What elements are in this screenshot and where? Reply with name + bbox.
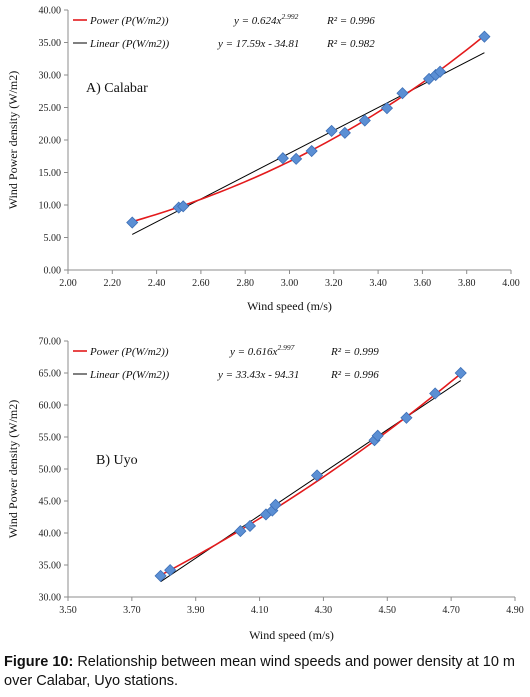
chart-uyo: 3.50 3.70 3.90 4.10 4.30 4.50 4.70 4.90 30.00 35.… <box>6 337 524 643</box>
fit-equation: y = 0.616x2.997 <box>229 343 295 358</box>
x-tick-label: 4.00 <box>502 278 520 289</box>
x-tick-label: 3.20 <box>325 278 343 289</box>
y-tick-label: 40.00 <box>39 6 62 17</box>
caption-text: Relationship between mean wind speeds an… <box>4 654 516 689</box>
fit-equation-exponent: 2.992 <box>281 12 298 21</box>
data-point <box>396 87 409 100</box>
x-tick-label: 3.00 <box>281 278 299 289</box>
legend-entry: Linear (P(W/m2)) <box>89 38 169 50</box>
legend-entry: Linear (P(W/m2)) <box>89 369 169 381</box>
y-tick-label: 30.00 <box>39 71 62 82</box>
x-tick-label: 4.50 <box>379 605 397 616</box>
data-point <box>177 200 190 213</box>
x-tick-label: 3.40 <box>369 278 387 289</box>
x-tick-label: 3.50 <box>59 605 77 616</box>
y-tick-label: 10.00 <box>39 201 62 212</box>
x-axis-label: Wind speed (m/s) <box>249 628 334 642</box>
y-tick-label: 65.00 <box>39 369 62 380</box>
data-point <box>290 152 303 165</box>
x-tick-label: 3.60 <box>414 278 432 289</box>
data-point <box>434 65 447 78</box>
y-tick-label: 45.00 <box>39 497 62 508</box>
x-tick-label: 4.90 <box>506 605 524 616</box>
x-tick-label: 3.90 <box>187 605 205 616</box>
data-point <box>269 498 282 511</box>
data-point <box>338 126 351 139</box>
y-tick-label: 35.00 <box>39 561 62 572</box>
data-point <box>126 216 139 229</box>
x-tick-label: 2.80 <box>236 278 254 289</box>
data-point <box>371 429 384 442</box>
y-tick-label: 25.00 <box>39 103 62 114</box>
linear-trendline <box>132 52 485 235</box>
y-tick-label: 60.00 <box>39 401 62 412</box>
x-tick-label: 2.20 <box>104 278 122 289</box>
caption-label: Figure 10: <box>4 654 74 670</box>
y-axis-label: Wind Power density (W/m2) <box>6 71 20 210</box>
power-trendline <box>132 35 485 223</box>
y-tick-label: 55.00 <box>39 433 62 444</box>
chart-calabar: 2.00 2.20 2.40 2.60 2.80 3.00 3.20 3.40 3.60 3.80… <box>6 6 520 314</box>
x-tick-label: 2.00 <box>59 278 77 289</box>
data-point <box>305 144 318 158</box>
figure-caption: Figure 10: Relationship between mean win… <box>4 653 526 691</box>
panel-label: A) Calabar <box>86 81 148 96</box>
data-point <box>310 469 324 482</box>
fit-equation: y = 17.59x - 34.81 <box>217 38 299 50</box>
y-tick-label: 15.00 <box>39 168 62 179</box>
x-tick-label: 4.70 <box>442 605 460 616</box>
data-point <box>478 30 491 43</box>
data-point <box>234 525 247 538</box>
fit-r-squared: R² = 0.999 <box>330 346 379 358</box>
legend-entry: Power (P(W/m2)) <box>89 15 169 27</box>
fit-equation: y = 33.43x - 94.31 <box>217 369 299 381</box>
fit-equation: y = 0.624x2.992 <box>233 12 299 27</box>
x-tick-label: 2.60 <box>192 278 210 289</box>
data-point <box>380 102 394 115</box>
y-tick-label: 40.00 <box>39 529 62 540</box>
panel-label: B) Uyo <box>96 453 138 468</box>
fit-r-squared: R² = 0.996 <box>330 369 379 381</box>
fit-equation-exponent: 2.997 <box>277 343 294 352</box>
x-tick-label: 2.40 <box>148 278 166 289</box>
fit-r-squared: R² = 0.982 <box>326 38 375 50</box>
y-tick-label: 70.00 <box>39 337 62 348</box>
data-point <box>276 152 289 165</box>
x-tick-label: 4.30 <box>315 605 333 616</box>
legend-entry: Power (P(W/m2)) <box>89 346 169 358</box>
data-point <box>164 564 177 577</box>
data-point <box>358 114 371 127</box>
y-tick-label: 50.00 <box>39 465 62 476</box>
y-tick-label: 20.00 <box>39 136 62 147</box>
data-point <box>454 366 467 380</box>
y-tick-label: 5.00 <box>44 233 62 244</box>
x-tick-label: 4.10 <box>251 605 269 616</box>
data-point <box>243 519 257 533</box>
data-point <box>400 411 413 424</box>
y-axis-label: Wind Power density (W/m2) <box>6 400 20 539</box>
data-point <box>325 124 338 137</box>
x-tick-label: 3.70 <box>123 605 141 616</box>
data-point <box>154 569 167 582</box>
x-tick-label: 3.80 <box>458 278 476 289</box>
power-trendline <box>160 373 462 576</box>
y-tick-label: 35.00 <box>39 38 62 49</box>
data-point <box>429 387 442 400</box>
y-tick-label: 30.00 <box>39 593 62 604</box>
y-tick-label: 0.00 <box>44 266 62 277</box>
x-axis-label: Wind speed (m/s) <box>247 299 332 313</box>
fit-r-squared: R² = 0.996 <box>326 15 375 27</box>
